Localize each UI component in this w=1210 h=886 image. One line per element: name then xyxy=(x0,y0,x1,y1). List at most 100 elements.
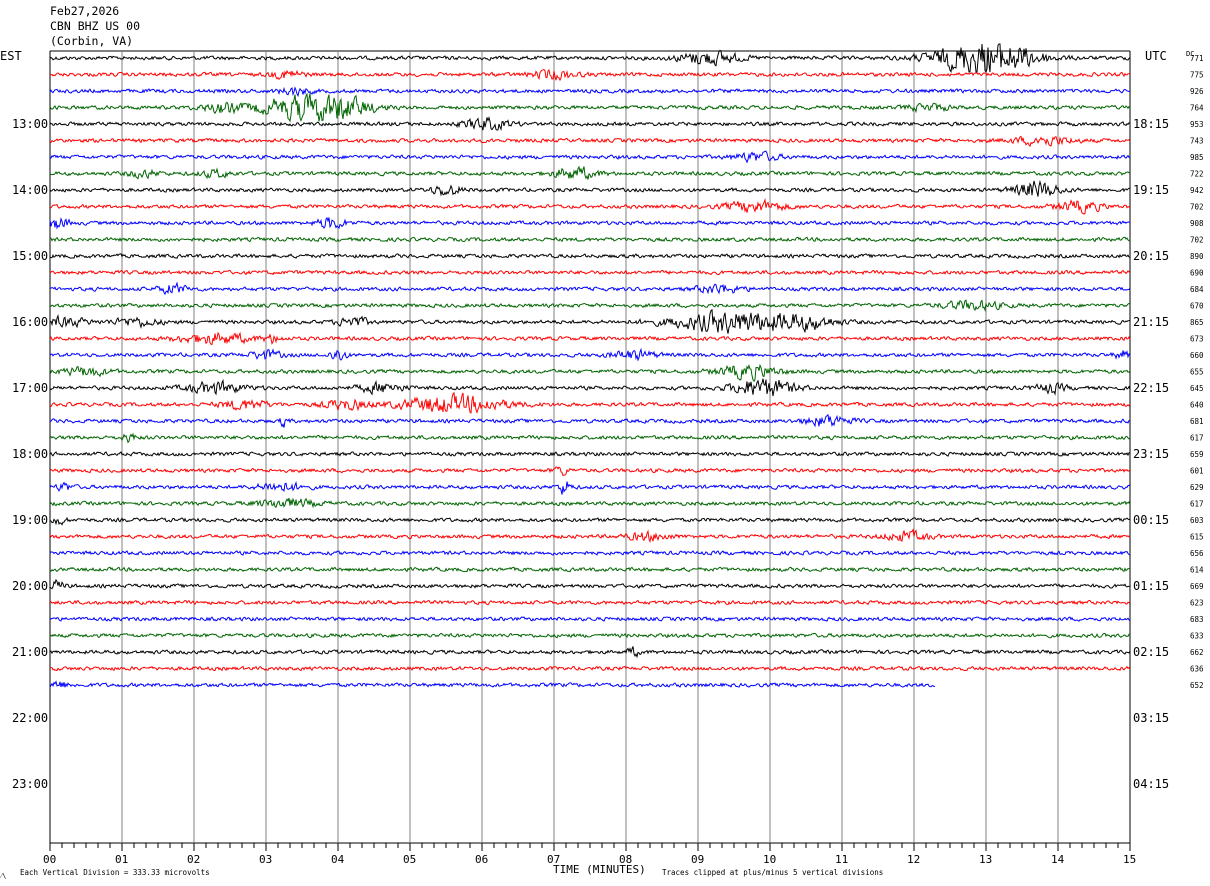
dc-offset-label: 702 xyxy=(1190,236,1204,245)
est-hour-label: 15:00 xyxy=(12,249,48,263)
dc-offset-label: 601 xyxy=(1190,467,1204,476)
seismic-trace-row xyxy=(49,680,936,688)
time-gridlines xyxy=(49,50,1131,851)
dc-offset-label: 636 xyxy=(1190,665,1204,674)
dc-offset-label: 673 xyxy=(1190,335,1204,344)
dc-offset-label: 953 xyxy=(1190,120,1204,129)
est-hour-label: 19:00 xyxy=(12,513,48,527)
dc-offset-label: 614 xyxy=(1190,566,1204,575)
utc-time-label: 04:15 xyxy=(1133,777,1169,791)
x-axis-title: TIME (MINUTES) xyxy=(553,863,646,876)
x-tick-label: 03 xyxy=(259,853,272,866)
seismic-trace-row xyxy=(49,665,1131,672)
x-tick-label: 00 xyxy=(43,853,56,866)
utc-time-label: 22:15 xyxy=(1133,381,1169,395)
axis-labels: 00 01 02 03 04 05 06 07 08 09 10 11 12 13 14 15 13:00 14:… xyxy=(12,54,1204,866)
seismic-trace-row xyxy=(49,253,1131,259)
x-tick-label: 06 xyxy=(475,853,488,866)
dc-label: DC xyxy=(1186,50,1194,58)
dc-offset-label: 890 xyxy=(1190,252,1204,261)
seismic-trace-row xyxy=(49,150,1131,164)
seismic-trace-row xyxy=(49,578,1131,590)
dc-offset-label: 722 xyxy=(1190,170,1204,179)
dc-offset-label: 660 xyxy=(1190,351,1204,360)
seismic-trace-row xyxy=(49,451,1131,457)
dc-offset-label: 702 xyxy=(1190,203,1204,212)
x-tick-label: 10 xyxy=(763,853,776,866)
dc-offset-label: 645 xyxy=(1190,384,1204,393)
utc-time-label: 19:15 xyxy=(1133,183,1169,197)
x-tick-label: 07 xyxy=(547,853,560,866)
est-hour-label: 21:00 xyxy=(12,645,48,659)
seismic-trace-row xyxy=(49,308,1131,334)
seismic-trace-row xyxy=(49,165,1131,180)
dc-offset-label: 656 xyxy=(1190,549,1204,558)
seismic-trace-row xyxy=(49,197,1131,215)
header-station: CBN BHZ US 00 xyxy=(50,19,141,33)
x-tick-label: 08 xyxy=(619,853,632,866)
footer-clip-note: Traces clipped at plus/minus 5 vertical … xyxy=(662,868,883,877)
seismic-trace-row xyxy=(49,347,1131,362)
est-hour-label: 13:00 xyxy=(12,117,48,131)
seismic-trace-row xyxy=(49,497,1131,509)
seismic-trace-row xyxy=(49,550,1131,556)
dc-offset-label: 615 xyxy=(1190,533,1204,542)
seismic-trace-row xyxy=(49,236,1131,243)
dc-offset-label: 617 xyxy=(1190,434,1204,443)
seismic-trace-row xyxy=(49,632,1131,639)
seismic-trace-row xyxy=(49,432,1131,444)
est-hour-label: 16:00 xyxy=(12,315,48,329)
header-date: Feb27,2026 xyxy=(50,4,120,18)
dc-offset-label: 617 xyxy=(1190,500,1204,509)
x-tick-label: 09 xyxy=(691,853,704,866)
seismic-trace-row xyxy=(49,466,1131,476)
dc-offset-label: 926 xyxy=(1190,87,1204,96)
seismic-trace-row xyxy=(49,599,1131,606)
utc-time-label: 03:15 xyxy=(1133,711,1169,725)
corner-mark: ⁄\ xyxy=(0,872,6,880)
dc-offset-label: 652 xyxy=(1190,681,1204,690)
dc-offset-label: 669 xyxy=(1190,582,1204,591)
seismic-trace-row xyxy=(49,69,1131,82)
est-hour-label: 17:00 xyxy=(12,381,48,395)
est-hour-label: 23:00 xyxy=(12,777,48,791)
seismic-trace-row xyxy=(49,86,1131,98)
seismic-trace-row xyxy=(49,378,1131,397)
utc-time-label: 20:15 xyxy=(1133,249,1169,263)
x-tick-label: 02 xyxy=(187,853,200,866)
seismic-trace-row xyxy=(49,216,1131,230)
x-tick-label: 11 xyxy=(835,853,848,866)
utc-time-label: 23:15 xyxy=(1133,447,1169,461)
seismic-traces xyxy=(49,43,1131,688)
seismic-trace-row xyxy=(49,616,1131,622)
seismic-trace-row xyxy=(49,43,1131,74)
x-tick-label: 05 xyxy=(403,853,416,866)
footer-scale-note: Each Vertical Division = 333.33 microvol… xyxy=(20,868,210,877)
dc-offset-label: 623 xyxy=(1190,599,1204,608)
seismic-trace-row xyxy=(49,646,1131,659)
dc-offset-label: 908 xyxy=(1190,219,1204,228)
seismic-trace-row xyxy=(49,566,1131,573)
x-tick-label: 01 xyxy=(115,853,128,866)
dc-offset-label: 655 xyxy=(1190,368,1204,377)
dc-offset-label: 690 xyxy=(1190,269,1204,278)
dc-offset-label: 670 xyxy=(1190,302,1204,311)
dc-offset-label: 633 xyxy=(1190,632,1204,641)
x-tick-label: 14 xyxy=(1051,853,1065,866)
dc-offset-label: 659 xyxy=(1190,450,1204,459)
x-tick-label: 12 xyxy=(907,853,920,866)
dc-offset-label: 942 xyxy=(1190,186,1204,195)
dc-offset-label: 681 xyxy=(1190,417,1204,426)
est-hour-label: 20:00 xyxy=(12,579,48,593)
dc-offset-label: 629 xyxy=(1190,483,1204,492)
est-hour-label: 22:00 xyxy=(12,711,48,725)
seismic-trace-row xyxy=(49,528,1131,544)
dc-offset-label: 603 xyxy=(1190,516,1204,525)
x-tick-label: 13 xyxy=(979,853,992,866)
seismic-trace-row xyxy=(49,480,1131,495)
utc-time-label: 18:15 xyxy=(1133,117,1169,131)
utc-time-label: 01:15 xyxy=(1133,579,1169,593)
seismic-trace-row xyxy=(49,269,1131,276)
x-tick-label: 04 xyxy=(331,853,345,866)
